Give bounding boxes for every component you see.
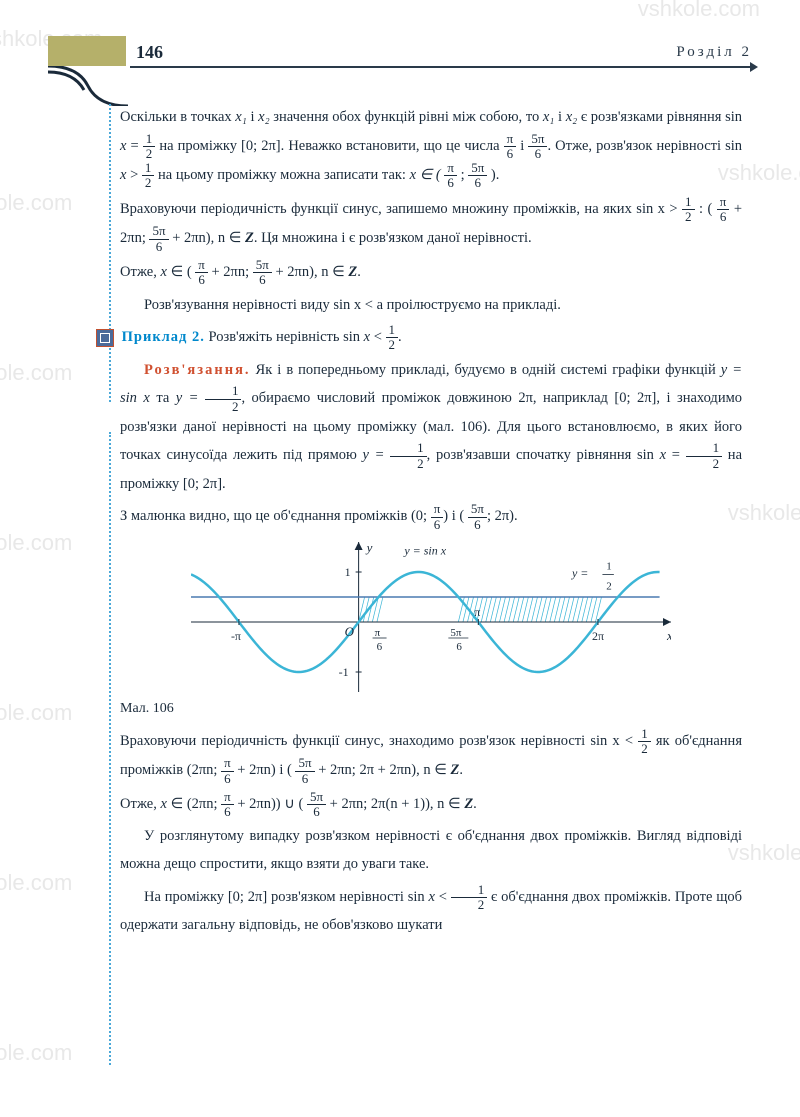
example-heading: Приклад 2. Розв'яжіть нерівність sin x <… xyxy=(96,323,742,353)
solution-label: Розв'язання. xyxy=(144,362,251,378)
svg-text:6: 6 xyxy=(377,641,383,653)
example-icon xyxy=(96,329,114,347)
para-7: Враховуючи періодичність функції синус, … xyxy=(120,727,742,786)
svg-text:2π: 2π xyxy=(592,629,604,643)
svg-text:6: 6 xyxy=(456,641,462,653)
svg-text:π: π xyxy=(474,605,480,619)
watermark: vshkole.com xyxy=(0,190,72,216)
para-1: Оскільки в точках x₁ і x₂ значення обох … xyxy=(120,104,742,191)
header-arrow-icon xyxy=(750,62,758,72)
header-tab xyxy=(48,36,126,66)
svg-text:5π: 5π xyxy=(450,627,462,639)
svg-text:O: O xyxy=(345,624,355,639)
svg-text:2: 2 xyxy=(606,581,612,593)
svg-text:y: y xyxy=(365,542,373,555)
svg-text:-π: -π xyxy=(231,629,241,643)
section-title: Розділ 2 xyxy=(676,44,752,61)
watermark: vshkole.com xyxy=(0,1040,72,1066)
sine-chart: y x O 1 -1 -π π 2π π 6 5π 6 y = sin x y = 1 2 xyxy=(191,542,671,692)
watermark: vshkole.com xyxy=(0,700,72,726)
watermark: vshkole.com xyxy=(0,530,72,556)
margin-dotted-line xyxy=(109,104,111,402)
corner-curve-icon xyxy=(48,66,128,106)
margin-dotted-line xyxy=(109,432,111,1065)
svg-text:x: x xyxy=(666,628,671,643)
svg-text:y =: y = xyxy=(571,566,588,580)
para-3: Отже, x ∈ ( π6 + 2πn; 5π6 + 2πn), n ∈ Z. xyxy=(120,258,742,288)
page-header: 146 Розділ 2 xyxy=(48,36,752,84)
svg-text:1: 1 xyxy=(345,565,351,579)
para-2: Враховуючи періодичність функції синус, … xyxy=(120,195,742,254)
para-5: Розв'язання. Як і в попередньому приклад… xyxy=(120,357,742,499)
content-body: Оскільки в точках x₁ і x₂ значення обох … xyxy=(120,104,742,944)
para-6: З малюнка видно, що це об'єднання проміж… xyxy=(120,502,742,532)
para-4: Розв'язування нерівності виду sin x < a … xyxy=(120,292,742,320)
para-8: Отже, x ∈ (2πn; π6 + 2πn)) ∪ ( 5π6 + 2πn… xyxy=(120,790,742,820)
svg-text:y = sin x: y = sin x xyxy=(403,544,446,558)
watermark: vshkole.com xyxy=(638,0,760,22)
svg-text:-1: -1 xyxy=(339,665,349,679)
header-line xyxy=(130,66,752,68)
para-9: У розглянутому випадку розв'язком нерівн… xyxy=(120,823,742,878)
watermark: vshkole.com xyxy=(0,360,72,386)
example-label: Приклад 2. xyxy=(122,329,205,345)
chart-caption: Мал. 106 xyxy=(120,696,742,723)
svg-text:π: π xyxy=(375,627,381,639)
para-10: На проміжку [0; 2π] розв'язком нерівност… xyxy=(120,883,742,940)
watermark: vshkole.com xyxy=(0,870,72,896)
page-number: 146 xyxy=(136,42,163,63)
svg-text:1: 1 xyxy=(606,561,612,573)
